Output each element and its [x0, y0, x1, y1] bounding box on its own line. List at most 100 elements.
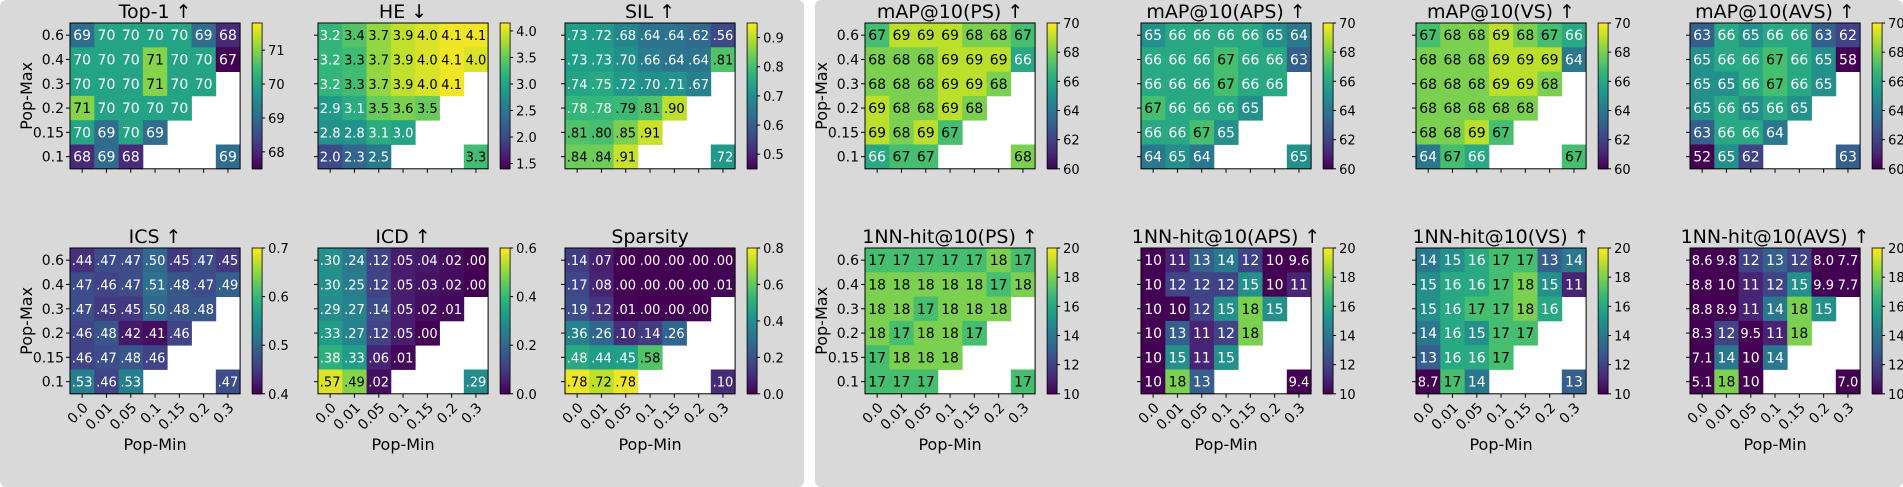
- colorbar-tick-label: 66: [1614, 75, 1631, 90]
- cell-label: 63: [1839, 150, 1857, 166]
- colorbar-segment: [252, 303, 263, 307]
- colorbar-segment: [1047, 40, 1058, 44]
- cell-label: 14: [1565, 253, 1583, 269]
- cell-label: .38: [320, 351, 341, 366]
- colorbar-segment: [1323, 57, 1334, 61]
- colorbar-segment: [1598, 163, 1609, 167]
- heatmap-cell: [1141, 47, 1166, 72]
- cell-label: 10: [1742, 375, 1760, 391]
- heatmap-cell: [94, 320, 119, 346]
- colorbar-segment: [1598, 274, 1609, 278]
- colorbar-segment: [1323, 267, 1334, 271]
- cell-label: 11: [1193, 326, 1211, 342]
- cell-label: .25: [344, 278, 365, 293]
- chart-title: Sparsity: [611, 226, 688, 248]
- heatmap-cell: [1213, 120, 1239, 145]
- colorbar-segment: [500, 83, 511, 87]
- cell-label: 66: [1790, 77, 1808, 93]
- heatmap-cell: [1440, 272, 1465, 297]
- heatmap-cell: [1738, 296, 1764, 322]
- cell-label: 12: [1217, 326, 1235, 342]
- cell-label: .01: [441, 303, 462, 318]
- colorbar-segment: [1872, 328, 1883, 332]
- colorbar-segment: [252, 117, 263, 121]
- cell-label: .81: [567, 126, 588, 141]
- colorbar-segment: [500, 49, 511, 53]
- cell-label: 70: [73, 77, 91, 93]
- cell-label: 18: [868, 302, 886, 318]
- colorbar-segment: [252, 265, 263, 269]
- colorbar-segment: [1598, 303, 1609, 307]
- colorbar-segment: [1598, 27, 1609, 31]
- colorbar-segment: [252, 269, 263, 273]
- colorbar-tick-label: 18: [1339, 271, 1356, 286]
- heatmap-cell: [1416, 144, 1441, 170]
- cell-label: .47: [120, 254, 141, 269]
- cell-label: 3.9: [393, 29, 414, 44]
- colorbar-tick-label: 0.7: [763, 90, 784, 105]
- cell-label: 10: [1742, 350, 1760, 366]
- colorbar-segment: [500, 335, 511, 339]
- colorbar-segment: [1598, 391, 1609, 395]
- colorbar-segment: [1598, 146, 1609, 150]
- cell-label: .73: [591, 53, 612, 68]
- colorbar-segment: [1047, 299, 1058, 303]
- cell-label: 68: [73, 150, 91, 166]
- heatmap-cell: [1513, 71, 1538, 97]
- heatmap-cell: [1488, 248, 1514, 273]
- y-tick-label: 0.6: [837, 253, 859, 269]
- colorbar-tick-label: 2.5: [516, 104, 537, 119]
- colorbar-frame: [1322, 247, 1334, 395]
- heatmap-cell: [565, 345, 590, 370]
- heatmap-cell: [390, 248, 416, 273]
- colorbar-segment: [1872, 129, 1883, 133]
- cell-label: .19: [567, 303, 588, 318]
- heatmap-cell: [1537, 47, 1563, 72]
- heatmap-cell: [318, 320, 343, 346]
- cell-label: 68: [1444, 28, 1462, 44]
- cell-label: 68: [917, 52, 935, 68]
- heatmap-cell: [1165, 23, 1190, 48]
- heatmap-cell: [613, 320, 639, 346]
- cell-label: .53: [120, 376, 141, 391]
- heatmap-cell: [865, 320, 890, 346]
- colorbar-tick-label: 0.4: [763, 315, 784, 330]
- cell-label: 10: [1144, 302, 1162, 318]
- cell-label: 13: [1565, 375, 1583, 391]
- heatmap-cell: [637, 320, 663, 346]
- cell-label: .41: [145, 327, 166, 342]
- colorbar-segment: [1047, 23, 1058, 27]
- cell-label: 2.8: [320, 126, 341, 141]
- cell-label: 11: [1290, 277, 1308, 293]
- cell-label: .02: [368, 376, 389, 391]
- heatmap-cell: [191, 248, 217, 273]
- cell-label: 66: [1742, 52, 1760, 68]
- cell-label: .06: [368, 351, 389, 366]
- heatmap-cell: [70, 23, 95, 48]
- colorbar-segment: [1598, 364, 1609, 368]
- cell-label: 66: [1266, 52, 1284, 68]
- heatmap-cell: [1286, 369, 1312, 395]
- cell-label: .10: [615, 327, 636, 342]
- heatmap-cell: [937, 120, 963, 145]
- colorbar-segment: [500, 352, 511, 356]
- chart-title: HE ↓: [379, 1, 427, 23]
- heatmap-cell: [565, 47, 590, 72]
- colorbar-segment: [500, 367, 511, 371]
- colorbar-segment: [252, 154, 263, 158]
- heatmap-cell: [390, 272, 416, 297]
- cell-label: .00: [688, 278, 709, 293]
- heatmap-cell: [70, 345, 95, 370]
- cell-label: 10: [1266, 253, 1284, 269]
- colorbar-segment: [1323, 54, 1334, 58]
- colorbar-segment: [1872, 289, 1883, 293]
- colorbar-segment: [252, 54, 263, 58]
- heatmap-cell: [1513, 47, 1538, 72]
- y-tick-label: 0.6: [42, 28, 64, 44]
- colorbar-segment: [1323, 100, 1334, 104]
- colorbar-segment: [500, 316, 511, 320]
- colorbar-segment: [747, 274, 758, 278]
- heatmap-cell: [1714, 272, 1739, 297]
- colorbar-segment: [252, 359, 263, 363]
- colorbar-segment: [1323, 354, 1334, 358]
